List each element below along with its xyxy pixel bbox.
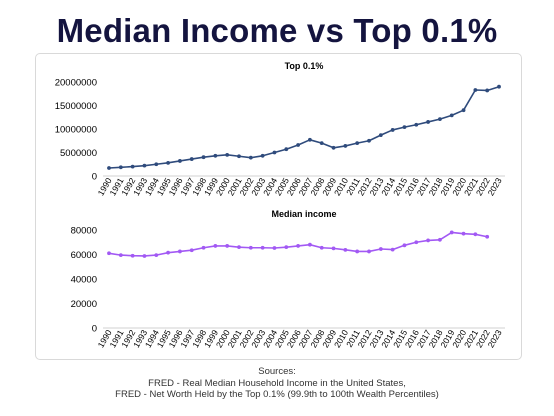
data-point — [272, 246, 277, 250]
data-point — [485, 234, 490, 239]
data-point — [473, 88, 478, 92]
y-tick-label: 0 — [92, 324, 97, 335]
data-point — [461, 108, 466, 113]
data-point — [189, 157, 194, 161]
data-point — [438, 237, 442, 242]
data-point — [296, 244, 300, 248]
data-point — [402, 125, 407, 130]
data-point — [130, 253, 135, 258]
data-point — [461, 231, 466, 236]
data-point — [154, 253, 159, 258]
data-point — [213, 244, 218, 248]
data-point — [367, 138, 371, 143]
data-point — [118, 165, 123, 170]
data-point — [166, 250, 170, 255]
y-tick-label: 0 — [92, 172, 97, 183]
data-point — [237, 245, 241, 250]
data-point — [201, 155, 206, 160]
data-point — [485, 88, 490, 93]
data-point — [331, 145, 336, 150]
data-point — [390, 247, 395, 252]
y-tick-label: 60000 — [71, 250, 97, 261]
data-point — [331, 246, 336, 251]
data-point — [166, 160, 170, 165]
data-point — [272, 150, 277, 155]
data-point — [355, 141, 360, 145]
data-point — [426, 238, 430, 243]
data-point — [248, 155, 253, 160]
data-point — [390, 128, 395, 132]
data-point — [237, 154, 241, 159]
data-point — [343, 247, 348, 252]
data-point — [473, 232, 478, 237]
median-income-chart: Median income020000400006000080000199019… — [71, 209, 505, 349]
y-tick-label: 20000000 — [55, 78, 97, 89]
data-point — [414, 240, 419, 245]
data-point — [378, 247, 383, 251]
data-point — [449, 230, 454, 235]
data-point — [178, 159, 182, 163]
data-point — [319, 245, 324, 250]
data-point — [260, 153, 265, 158]
data-point — [107, 166, 111, 170]
data-point — [308, 137, 312, 142]
data-point — [426, 120, 430, 124]
series-line — [108, 85, 500, 169]
data-point — [107, 251, 111, 256]
data-point — [213, 153, 218, 158]
data-point — [201, 245, 206, 250]
y-tick-label: 80000 — [71, 226, 97, 237]
sources-line-2: FRED - Net Worth Held by the Top 0.1% (9… — [115, 389, 439, 400]
data-point — [260, 245, 265, 250]
data-point — [248, 245, 253, 250]
chart-title: Median income — [271, 209, 336, 219]
y-tick-label: 20000 — [71, 299, 97, 310]
data-point — [296, 143, 300, 147]
chart-title: Top 0.1% — [285, 61, 324, 71]
data-point — [343, 144, 348, 148]
charts-svg: Top 0.1% 0 5000000 10000000 15000000 20000000… — [55, 61, 505, 349]
data-point — [319, 141, 324, 145]
data-point — [414, 122, 419, 127]
data-point — [225, 244, 230, 248]
y-tick-label: 10000000 — [55, 125, 97, 136]
data-point — [308, 242, 312, 247]
data-point — [178, 249, 182, 254]
data-point — [449, 113, 454, 118]
top-chart: Top 0.1% 0 5000000 10000000 15000000 20000000… — [55, 61, 505, 197]
data-point — [284, 245, 289, 250]
data-point — [142, 254, 147, 258]
data-point — [367, 249, 371, 254]
y-tick-label: 40000 — [71, 275, 97, 286]
data-point — [118, 253, 123, 258]
data-point — [189, 248, 194, 253]
sources-block: Sources: FRED - Real Median Household In… — [0, 366, 554, 401]
data-point — [355, 249, 360, 254]
sources-line-1: FRED - Real Median Household Income in t… — [148, 377, 406, 389]
data-point — [402, 243, 407, 248]
data-point — [225, 152, 230, 157]
y-tick-label: 5000000 — [60, 148, 97, 159]
y-tick-label: 15000000 — [55, 101, 97, 112]
data-point — [378, 133, 383, 138]
page-title: Median Income vs Top 0.1% — [56, 12, 498, 49]
data-point — [154, 162, 159, 167]
data-point — [497, 84, 501, 89]
data-point — [142, 163, 147, 168]
data-point — [438, 117, 442, 122]
chart-panel: Top 0.1% 0 5000000 10000000 15000000 20000000… — [35, 53, 522, 360]
data-point — [284, 147, 289, 152]
data-point — [130, 164, 135, 169]
sources-heading: Sources: — [258, 366, 296, 377]
